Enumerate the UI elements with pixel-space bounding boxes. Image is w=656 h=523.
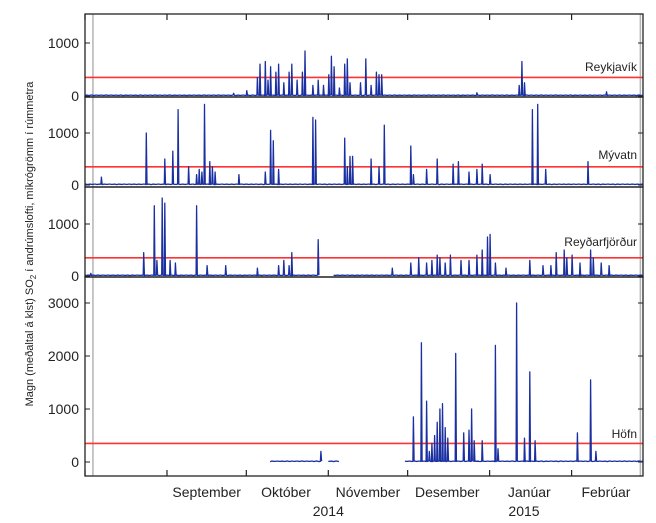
month-label-5: Febrúar: [581, 484, 630, 500]
month-label-1: Október: [261, 484, 311, 500]
station-label-1: Mývatn: [598, 148, 637, 162]
y-tick-label-3-1: 1000: [48, 401, 79, 417]
y-tick-label-2-0: 0: [71, 268, 79, 284]
y-axis-label: Magn (meðaltal á klst) SO2 í andrúmsloft…: [24, 81, 38, 407]
station-label-0: Reykjavík: [585, 60, 638, 74]
y-tick-label-0-1: 1000: [48, 35, 79, 51]
series-line-2: [84, 197, 644, 277]
station-label-2: Reyðarfjörður: [564, 235, 637, 249]
y-tick-label-2-1: 1000: [48, 216, 79, 232]
y-tick-label-1-1: 1000: [48, 125, 79, 141]
y-tick-label-1-0: 0: [71, 177, 79, 193]
panel-frame-2: [84, 186, 644, 278]
year-label-1: 2015: [508, 503, 539, 518]
y-tick-label-3-2: 2000: [48, 348, 79, 364]
series-line-1: [84, 103, 643, 186]
station-label-3: Höfn: [612, 427, 637, 441]
y-axis-label-rest: í andrúmslofti, míkrógrömm í rúmmetra: [24, 81, 36, 275]
panel-frame-3: [84, 276, 644, 477]
series-line-0: [84, 50, 644, 97]
panel-frame-0: [84, 13, 644, 98]
y-tick-label-3-3: 3000: [48, 295, 79, 311]
month-label-0: September: [172, 484, 241, 500]
series-line-3: [269, 302, 644, 463]
y-tick-label-3-0: 0: [71, 454, 79, 470]
month-label-2: Nóvember: [336, 484, 401, 500]
y-axis-label-main: Magn (meðaltal á klst) SO: [24, 279, 36, 407]
panel-frame-1: [84, 96, 644, 188]
y-tick-label-0-0: 0: [71, 88, 79, 104]
month-label-3: Desember: [415, 484, 480, 500]
year-label-0: 2014: [313, 503, 344, 518]
y-axis-label-subscript: 2: [29, 274, 38, 279]
month-label-4: Janúar: [508, 484, 551, 500]
